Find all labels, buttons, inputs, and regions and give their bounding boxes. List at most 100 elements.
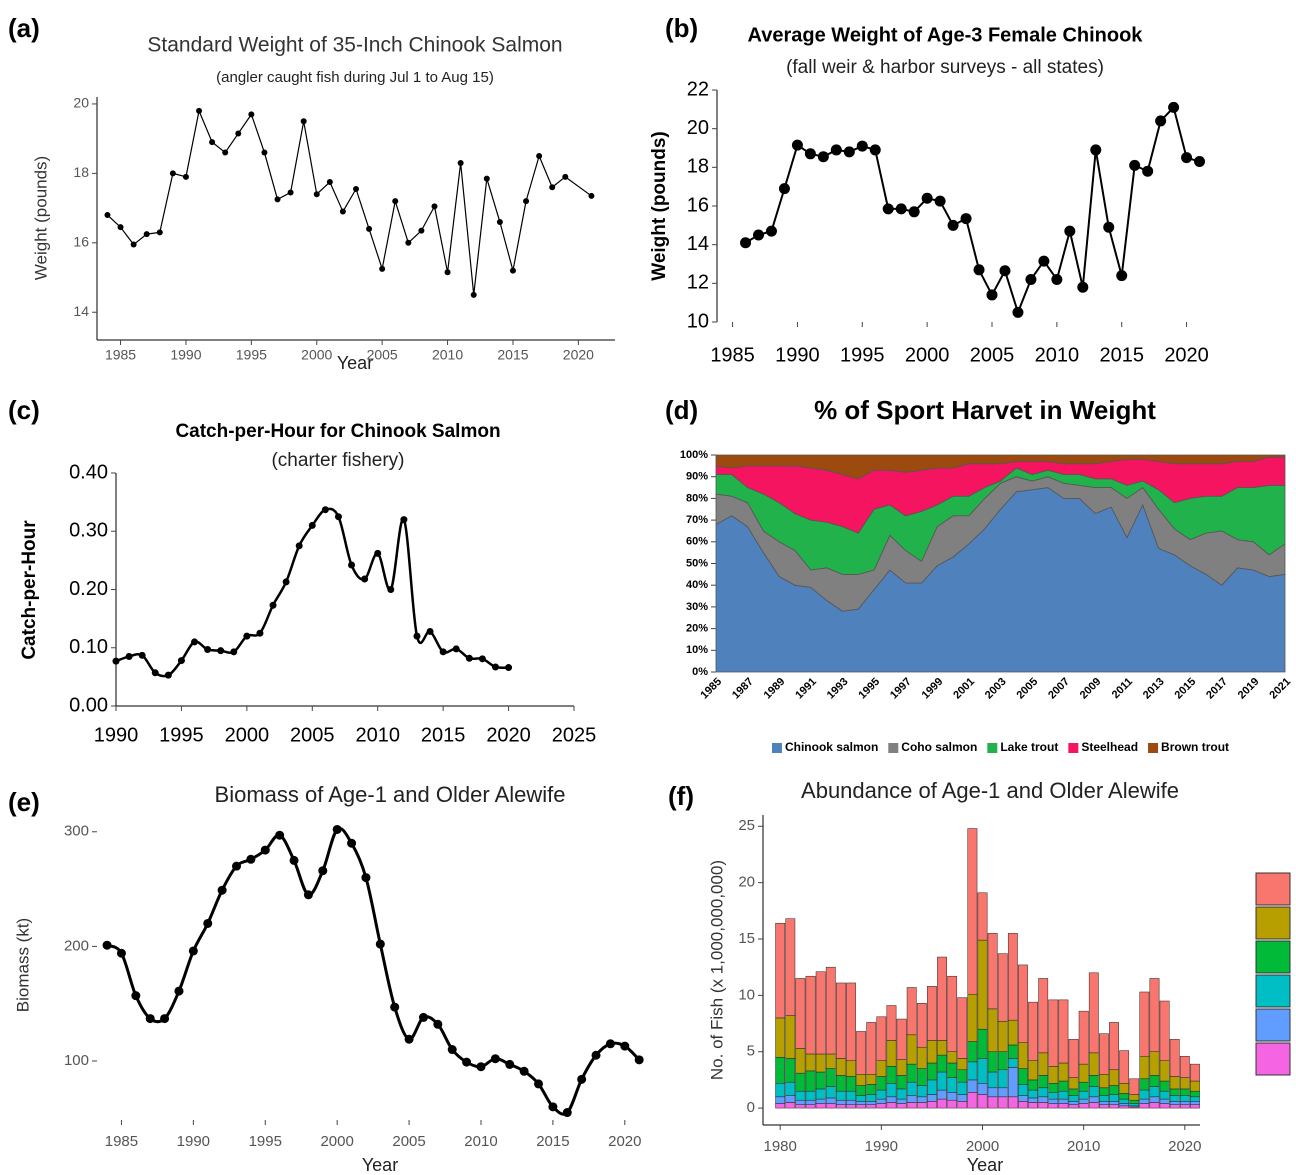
data-point: [361, 575, 369, 583]
bar-segment: [1190, 1096, 1200, 1102]
x-tick-label: 2015: [1099, 344, 1144, 366]
bar-segment: [886, 1102, 897, 1109]
bar-segment: [1078, 1098, 1089, 1104]
bar-segment: [906, 1034, 917, 1065]
data-point: [104, 212, 111, 219]
x-tick-label: 1985: [105, 347, 136, 363]
bar-segment: [987, 1096, 998, 1109]
bar-segment: [1038, 1087, 1049, 1098]
bar-segment: [815, 1098, 826, 1104]
data-point: [130, 241, 137, 248]
bar-segment: [977, 1058, 988, 1084]
bar-segment: [866, 1104, 877, 1109]
bar-segment: [1149, 1075, 1160, 1087]
bar-segment: [1169, 1104, 1180, 1109]
bar-segment: [1028, 1097, 1038, 1103]
data-point: [204, 645, 212, 653]
bar-segment: [987, 1008, 998, 1052]
data-point: [496, 218, 503, 225]
data-point: [562, 1108, 572, 1118]
bar-segment: [866, 1101, 877, 1105]
bar-segment: [1139, 991, 1150, 1057]
bar-segment: [1078, 1103, 1089, 1109]
bar-segment: [947, 1077, 958, 1093]
data-point: [209, 139, 216, 146]
y-tick-label: 22: [687, 78, 709, 100]
y-tick-label: 300: [64, 823, 89, 840]
bar-segment: [1169, 1101, 1180, 1105]
y-tick-label: 70%: [686, 514, 708, 526]
data-point: [1142, 165, 1154, 177]
bar-segment: [785, 1095, 796, 1103]
bar-segment: [1028, 1060, 1038, 1081]
bar-segment: [896, 1075, 907, 1090]
data-point: [243, 632, 251, 640]
bar-segment: [927, 1101, 937, 1109]
bar-segment: [1190, 1080, 1200, 1092]
bar-segment: [886, 1005, 897, 1041]
x-tick-label: 2010: [464, 1133, 497, 1150]
bar-segment: [785, 1081, 796, 1096]
data-point: [169, 170, 176, 177]
x-tick-label: 2013: [1141, 676, 1167, 702]
data-point: [300, 118, 307, 125]
data-point: [246, 854, 256, 864]
bar-segment: [886, 1083, 897, 1098]
legend-swatch: [987, 743, 998, 753]
bar-segment: [896, 1059, 907, 1076]
y-tick-label: 100%: [680, 449, 708, 461]
legend-label: Coho salmon: [901, 740, 977, 754]
bar-segment: [1109, 1101, 1119, 1105]
data-point: [230, 648, 238, 656]
data-point: [339, 208, 346, 215]
legend-label: Brown trout: [1161, 740, 1229, 754]
bar-segment: [1129, 1103, 1140, 1107]
bar-segment: [927, 986, 937, 1041]
data-line: [107, 110, 592, 296]
bar-segment: [1179, 1101, 1190, 1105]
bar-segment: [1190, 1101, 1200, 1105]
data-point: [549, 184, 556, 191]
data-point: [1181, 152, 1193, 164]
data-point: [605, 1039, 615, 1049]
bar-segment: [896, 1088, 907, 1100]
bar-segment: [1028, 1001, 1038, 1061]
bar-segment: [1078, 1090, 1089, 1100]
bar-segment: [1048, 1103, 1059, 1109]
y-tick-label: 0.00: [69, 694, 108, 716]
bar-segment: [1018, 1101, 1028, 1109]
data-point: [235, 130, 242, 137]
bar-segment: [937, 1089, 947, 1100]
data-point: [361, 873, 371, 883]
bar-segment: [916, 1068, 927, 1086]
bar-segment: [1098, 1087, 1109, 1096]
bar-segment: [795, 1048, 806, 1074]
x-tick-label: 1993: [825, 676, 851, 702]
bar-segment: [957, 1094, 968, 1102]
data-point: [418, 1012, 428, 1022]
data-point: [591, 1050, 601, 1060]
data-point: [196, 107, 203, 114]
data-point: [523, 198, 530, 205]
bar-segment: [1098, 1095, 1109, 1102]
x-tick-label: 2010: [432, 347, 463, 363]
data-point: [536, 153, 543, 160]
chart-subtitle: (angler caught fish during Jul 1 to Aug …: [216, 69, 494, 86]
data-point: [174, 986, 184, 996]
data-point: [1155, 115, 1167, 127]
bar-segment: [927, 1079, 937, 1095]
bar-segment: [997, 1051, 1008, 1071]
bar-segment: [1048, 1098, 1059, 1104]
bar-segment: [815, 1103, 826, 1109]
bar-segment: [967, 1092, 978, 1109]
data-point: [217, 885, 227, 895]
bar-segment: [967, 1079, 978, 1093]
data-point: [1025, 273, 1037, 285]
bar-segment: [1038, 978, 1049, 1054]
y-tick-label: 0.20: [69, 578, 108, 600]
data-point: [426, 627, 434, 635]
bar-segment: [815, 1053, 826, 1073]
bar-segment: [1088, 1102, 1099, 1109]
data-point: [313, 191, 320, 198]
x-tick-label: 2015: [421, 724, 466, 746]
